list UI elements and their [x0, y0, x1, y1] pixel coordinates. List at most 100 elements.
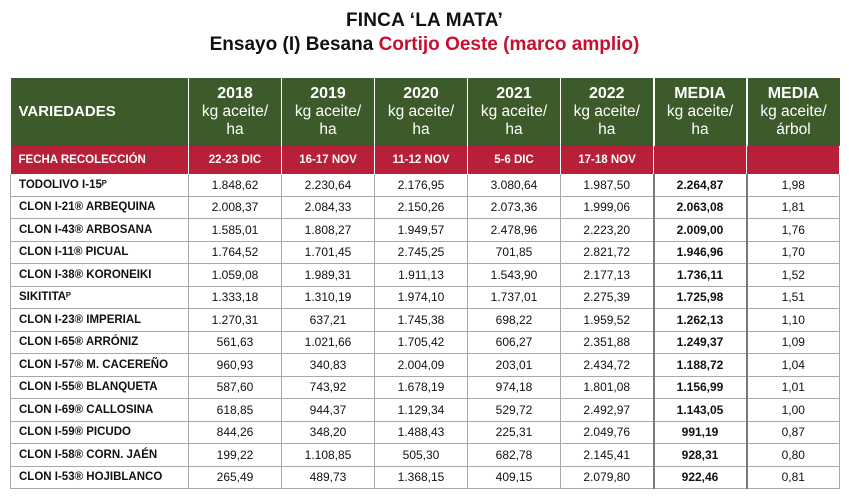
header-unit: ha [598, 121, 616, 138]
yield-table: VARIEDADES 2018 kg aceite/ha 2019 kg aceit… [10, 78, 840, 489]
yield-cell: 505,30 [374, 443, 468, 467]
media-ha-cell: 1.143,05 [652, 398, 748, 422]
header-unit: kg aceite/ [573, 103, 640, 120]
media-ha-cell: 1.188,72 [652, 353, 748, 377]
yield-cell: 1.368,15 [374, 466, 468, 489]
yield-cell: 1.108,85 [281, 443, 375, 467]
yield-cell: 844,26 [188, 421, 282, 444]
subtitle-prefix: Ensayo (I) Besana [209, 34, 379, 55]
fecha-cell: 16-17 NOV [281, 146, 375, 174]
yield-cell: 2.176,95 [374, 174, 468, 197]
media-ha-cell: 991,19 [652, 421, 748, 444]
media-arbol-cell: 1,76 [746, 218, 840, 242]
header-unit: kg aceite/ [666, 103, 734, 120]
page-subtitle: Ensayo (I) Besana Cortijo Oeste (marco a… [0, 33, 849, 57]
yield-cell: 1.310,19 [281, 286, 375, 309]
yield-cell: 265,49 [188, 466, 282, 489]
yield-cell: 1.974,10 [374, 286, 468, 309]
yield-cell: 1.585,01 [188, 218, 282, 242]
fecha-cell: 17-18 NOV [560, 146, 654, 174]
variety-name: CLON I-43® ARBOSANA [10, 218, 189, 242]
yield-cell: 1.999,06 [560, 196, 654, 219]
yield-cell: 1.021,66 [281, 331, 375, 354]
media-arbol-cell: 1,10 [746, 308, 840, 332]
header-media-label: MEDIA [674, 85, 726, 102]
yield-cell: 2.478,96 [467, 218, 561, 242]
yield-cell: 2.492,97 [560, 398, 654, 422]
header-unit: ha [412, 121, 430, 138]
header-unit: kg aceite/ [201, 103, 269, 120]
yield-cell: 2.821,72 [560, 241, 654, 264]
media-arbol-cell: 1,81 [746, 196, 840, 219]
yield-cell: 2.084,33 [281, 196, 375, 219]
media-arbol-cell: 1,70 [746, 241, 840, 264]
yield-cell: 1.705,42 [374, 331, 468, 354]
media-arbol-cell: 0,80 [746, 443, 840, 467]
header-unit: ha [505, 121, 523, 138]
media-ha-cell: 1.725,98 [652, 286, 748, 309]
media-ha-cell: 1.736,11 [652, 263, 748, 287]
yield-cell: 2.150,26 [374, 196, 468, 219]
yield-cell: 2.008,37 [188, 196, 282, 219]
header-year-2022: 2022 kg aceite/ha [560, 78, 655, 146]
header-year: 2022 [588, 85, 625, 102]
yield-cell: 1.270,31 [188, 308, 282, 332]
fecha-blank [653, 146, 747, 174]
yield-cell: 2.004,09 [374, 353, 468, 377]
header-year: 2019 [310, 85, 346, 102]
media-arbol-cell: 1,98 [746, 174, 840, 197]
yield-cell: 944,37 [281, 398, 375, 422]
fecha-cell: 5-6 DIC [467, 146, 561, 174]
yield-cell: 409,15 [467, 466, 561, 489]
media-ha-cell: 2.264,87 [652, 174, 748, 197]
variety-name: CLON I-57® M. CACEREÑO [10, 353, 189, 377]
media-ha-cell: 1.156,99 [652, 376, 748, 399]
header-unit: kg aceite/ [294, 103, 362, 120]
yield-cell: 682,78 [467, 443, 561, 467]
table-row: CLON I-59® PICUDO 844,26 348,20 1.488,43 225… [10, 421, 840, 444]
table-row: CLON I-53® HOJIBLANCO 265,49 489,73 1.368,1… [10, 466, 840, 489]
yield-cell: 489,73 [281, 466, 375, 489]
header-unit: kg aceite/ [760, 103, 827, 120]
yield-cell: 637,21 [281, 308, 375, 332]
table-row: CLON I-23® IMPERIAL 1.270,31 637,21 1.745,3… [10, 308, 840, 332]
variety-name: CLON I-11® PICUAL [10, 241, 189, 264]
yield-cell: 1.488,43 [374, 421, 468, 444]
yield-cell: 1.059,08 [188, 263, 282, 287]
header-unit: ha [691, 121, 709, 138]
table-row: TODOLIVO I-15ᴾ 1.848,62 2.230,64 2.176,95 3.… [10, 174, 840, 197]
yield-cell: 698,22 [467, 308, 561, 332]
variety-name: CLON I-38® KORONEIKI [10, 263, 189, 287]
title-block: FINCA ‘LA MATA’ Ensayo (I) Besana Cortij… [0, 0, 849, 57]
yield-cell: 199,22 [188, 443, 282, 467]
variety-name: CLON I-65® ARRÓNIZ [10, 331, 189, 354]
yield-cell: 1.801,08 [560, 376, 654, 399]
yield-cell: 701,85 [467, 241, 561, 264]
yield-cell: 2.275,39 [560, 286, 654, 309]
variety-name: CLON I-58® CORN. JAÉN [10, 443, 189, 467]
fecha-label: FECHA RECOLECCIÓN [10, 146, 189, 174]
yield-cell: 1.678,19 [374, 376, 468, 399]
yield-cell: 2.223,20 [560, 218, 654, 242]
media-ha-cell: 928,31 [652, 443, 748, 467]
table-row: CLON I-21® ARBEQUINA 2.008,37 2.084,33 2.15… [10, 196, 840, 219]
variety-name: CLON I-53® HOJIBLANCO [10, 466, 189, 489]
table-row: CLON I-55® BLANQUETA 587,60 743,92 1.678,19… [10, 376, 840, 399]
header-unit: kg aceite/ [387, 103, 455, 120]
header-unit: árbol [776, 121, 811, 138]
media-arbol-cell: 1,00 [746, 398, 840, 422]
yield-cell: 974,18 [467, 376, 561, 399]
variety-name: TODOLIVO I-15ᴾ [10, 174, 189, 197]
table-row: CLON I-43® ARBOSANA 1.585,01 1.808,27 1.949… [10, 218, 840, 242]
yield-cell: 2.230,64 [281, 174, 375, 197]
yield-cell: 960,93 [188, 353, 282, 377]
yield-cell: 1.737,01 [467, 286, 561, 309]
yield-cell: 340,83 [281, 353, 375, 377]
header-unit: ha [226, 121, 244, 138]
yield-cell: 1.987,50 [560, 174, 654, 197]
media-ha-cell: 1.249,37 [652, 331, 748, 354]
table-row: CLON I-38® KORONEIKI 1.059,08 1.989,31 1.91… [10, 263, 840, 287]
fecha-blank [746, 146, 840, 174]
yield-cell: 1.701,45 [281, 241, 375, 264]
header-year-2020: 2020 kg aceite/ha [374, 78, 468, 146]
